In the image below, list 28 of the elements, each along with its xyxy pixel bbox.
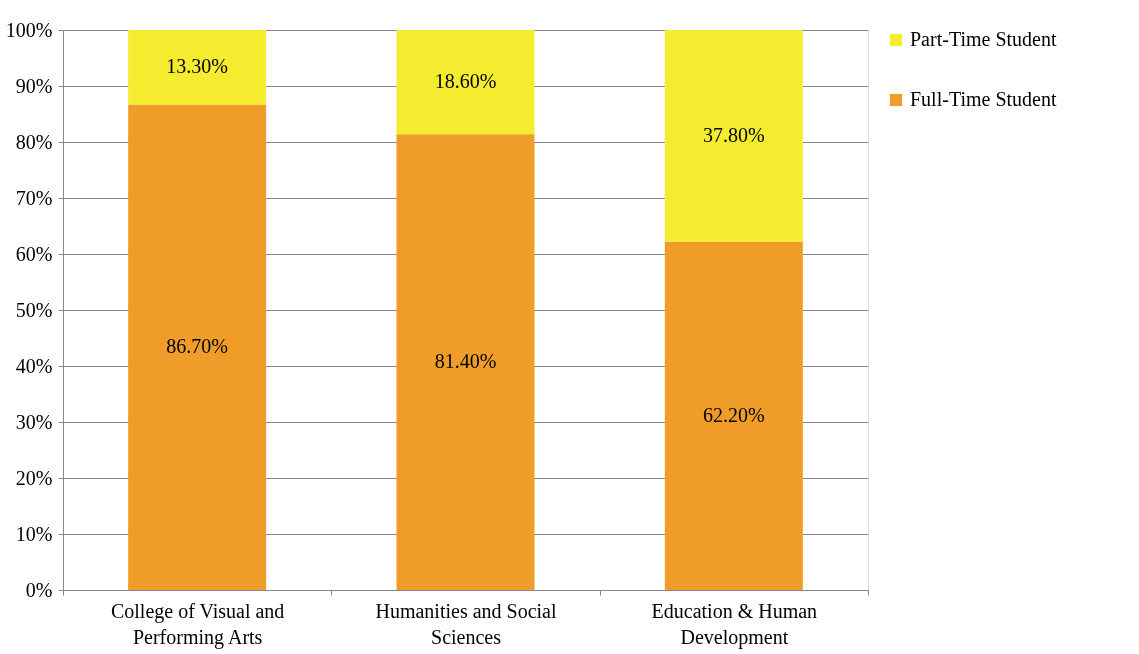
legend-label: Part-Time Student <box>910 28 1057 50</box>
x-tick-label: Humanities and Social Sciences <box>375 599 557 648</box>
legend-label: Full-Time Student <box>910 88 1057 110</box>
bar <box>664 30 803 242</box>
y-tick-label: 70% <box>15 186 53 209</box>
y-tick-label: 100% <box>5 18 53 41</box>
y-tick-label: 90% <box>15 74 53 97</box>
y-tick-label: 0% <box>25 578 53 601</box>
x-tick-label: Education & Human Development <box>651 599 818 649</box>
bar <box>396 30 535 135</box>
y-tick-label: 40% <box>15 354 53 377</box>
data-label: 18.60% <box>434 70 497 93</box>
data-label: 86.70% <box>166 335 228 358</box>
data-label: 62.20% <box>703 403 765 426</box>
data-label: 81.40% <box>434 350 497 373</box>
bar <box>128 104 267 590</box>
bar <box>128 30 267 105</box>
y-tick-label: 20% <box>15 466 53 489</box>
y-tick-label: 10% <box>15 522 53 545</box>
data-label: 37.80% <box>703 123 765 146</box>
data-label: 13.30% <box>166 55 228 78</box>
y-tick-label: 60% <box>15 242 53 265</box>
bar <box>396 134 535 590</box>
y-tick-label: 80% <box>15 130 53 153</box>
bar <box>664 241 803 590</box>
y-tick-label: 50% <box>15 298 53 321</box>
x-tick-label: College of Visual and Performing Arts <box>110 599 285 649</box>
y-tick-label: 30% <box>15 410 53 433</box>
